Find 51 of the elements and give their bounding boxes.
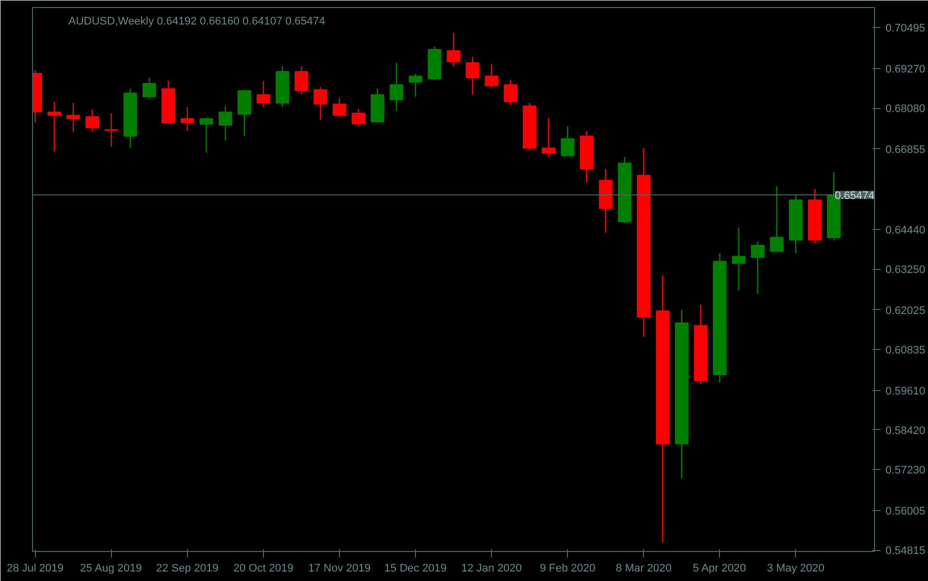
candlestick	[47, 101, 62, 152]
candlestick	[560, 126, 574, 157]
candlestick	[732, 227, 746, 291]
y-tick-label: 0.68080	[886, 103, 926, 116]
y-tick-label: 0.62025	[886, 304, 926, 317]
candlestick	[770, 186, 784, 252]
candlestick	[218, 106, 232, 142]
y-tick-label: 0.63250	[886, 264, 926, 276]
x-tick-label: 15 Dec 2019	[384, 562, 447, 574]
candlestick	[104, 112, 118, 148]
candlestick	[466, 56, 480, 96]
candlestick	[314, 86, 328, 121]
candlestick	[142, 77, 156, 100]
candlestick	[504, 79, 518, 106]
x-tick-label: 12 Jan 2020	[461, 562, 522, 574]
candlestick	[542, 118, 556, 158]
y-tick-label: 0.56005	[886, 505, 926, 518]
y-tick-label: 0.69270	[886, 63, 926, 76]
candlestick	[446, 32, 460, 68]
x-tick-label: 22 Sep 2019	[156, 562, 219, 574]
candlestick	[332, 98, 346, 118]
candlestick	[238, 89, 252, 137]
candlestick	[180, 106, 194, 132]
candlestick	[484, 63, 498, 88]
x-tick-label: 9 Feb 2020	[540, 562, 596, 574]
x-tick-label: 3 May 2020	[766, 562, 824, 574]
x-tick-label: 28 Jul 2019	[6, 562, 64, 574]
y-tick-label: 0.57230	[886, 464, 926, 477]
x-tick-label: 25 Aug 2019	[80, 562, 142, 574]
y-tick-label: 0.64440	[886, 224, 926, 236]
candlestick	[256, 80, 270, 108]
y-tick-label: 0.54815	[886, 545, 926, 557]
candlestick	[294, 66, 308, 96]
x-tick-label: 8 Mar 2020	[616, 562, 672, 574]
candlestick	[352, 108, 366, 128]
y-tick-label: 0.66855	[886, 144, 926, 156]
candlestick	[390, 62, 404, 112]
y-tick-label: 0.58420	[886, 424, 926, 437]
x-tick-label: 5 Apr 2020	[692, 562, 746, 574]
y-tick-label: 0.60835	[886, 344, 926, 356]
text: AUDUSD,Weekly 0.64192 0.66160 0.64107 0.65474	[68, 16, 326, 28]
y-tick-label: 0.70495	[886, 22, 926, 35]
candlestick	[85, 108, 100, 133]
candlestick	[750, 240, 764, 294]
candlestick	[200, 117, 214, 154]
candlestick	[66, 102, 80, 133]
x-tick-label: 17 Nov 2019	[308, 562, 371, 574]
ref-line-label: 0.65474	[834, 190, 875, 202]
y-tick-label: 0.59610	[886, 385, 926, 398]
candlestick	[408, 73, 422, 98]
x-tick-label: 20 Oct 2019	[233, 562, 294, 574]
